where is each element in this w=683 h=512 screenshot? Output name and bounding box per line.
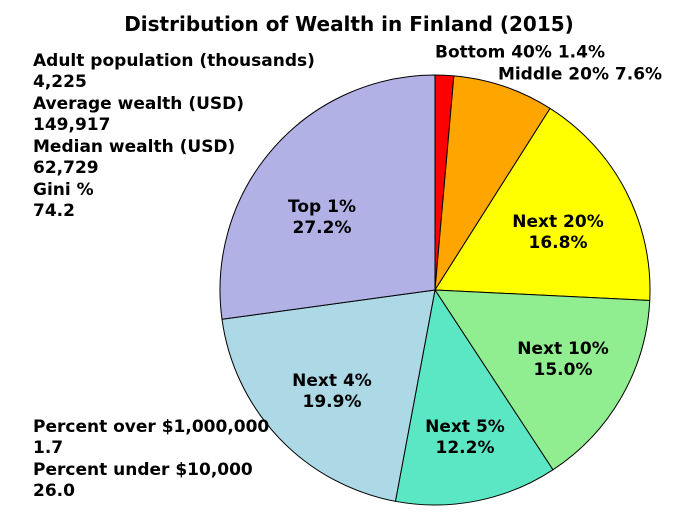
pie-label-line: Next 5% <box>425 417 505 437</box>
pie-label-next-4: Next 4% 19.9% <box>292 371 372 413</box>
pie-label-line: Bottom 40% 1.4% <box>435 42 605 63</box>
pie-slice-middle-20 <box>434 75 551 291</box>
stats-bottom-block: Percent over $1,000,000 1.7 Percent under … <box>33 417 269 503</box>
pie-label-line: 16.8% <box>528 233 588 253</box>
pie-label-line: Middle 20% 7.6% <box>497 64 663 85</box>
pie-label-line: 19.9% <box>302 392 362 412</box>
pie-slice-top-1 <box>219 74 436 320</box>
pie-label-next-20: Next 20% 16.8% <box>512 212 603 254</box>
pie-label-line: Next 4% <box>292 371 372 391</box>
stat-pair: Percent under $10,000 26.0 <box>33 460 269 502</box>
pie-label-top-1: Top 1% 27.2% <box>288 197 356 239</box>
pie-slice-next-4 <box>221 289 436 502</box>
stat-label: Gini % <box>33 180 94 200</box>
stat-pair: Median wealth (USD) 62,729 <box>33 137 315 179</box>
stat-label: Percent under $10,000 <box>33 460 253 480</box>
pie-label-line: Top 1% <box>288 197 356 217</box>
stat-label: Percent over $1,000,000 <box>33 417 270 437</box>
stat-value: 4,225 <box>33 72 87 92</box>
stat-pair: Percent over $1,000,000 1.7 <box>33 417 269 459</box>
stat-value: 1.7 <box>33 438 64 458</box>
stat-value: 149,917 <box>33 115 111 135</box>
pie-label-line: Next 20% <box>512 212 604 232</box>
chart-title: Distribution of Wealth in Finland (2015) <box>124 12 574 36</box>
stat-label: Adult population (thousands) <box>33 51 315 71</box>
pie-label-line: 12.2% <box>435 438 495 458</box>
stat-value: 62,729 <box>33 158 99 178</box>
pie-slice-next-5 <box>394 289 554 506</box>
pie-label-line: 15.0% <box>533 360 593 380</box>
stat-pair: Adult population (thousands) 4,225 <box>33 51 315 93</box>
pie-label-line: 27.2% <box>292 218 352 238</box>
pie-label-line: Next 10% <box>517 339 609 359</box>
stat-label: Average wealth (USD) <box>33 94 245 114</box>
stat-label: Median wealth (USD) <box>33 137 236 157</box>
stat-value: 26.0 <box>33 481 75 501</box>
stat-pair: Average wealth (USD) 149,917 <box>33 94 315 136</box>
pie-slice-next-20 <box>434 107 651 301</box>
pie-label-middle-20: Middle 20% 7.6% <box>498 65 662 86</box>
pie-label-next-10: Next 10% 15.0% <box>517 339 608 381</box>
stat-pair: Gini % 74.2 <box>33 180 315 222</box>
stat-value: 74.2 <box>33 201 75 221</box>
pie-label-next-5: Next 5% 12.2% <box>425 417 505 459</box>
stats-top-block: Adult population (thousands) 4,225 Average… <box>33 51 315 223</box>
pie-slice-next-10 <box>434 289 651 471</box>
pie-label-bottom-40: Bottom 40% 1.4% <box>435 43 605 64</box>
